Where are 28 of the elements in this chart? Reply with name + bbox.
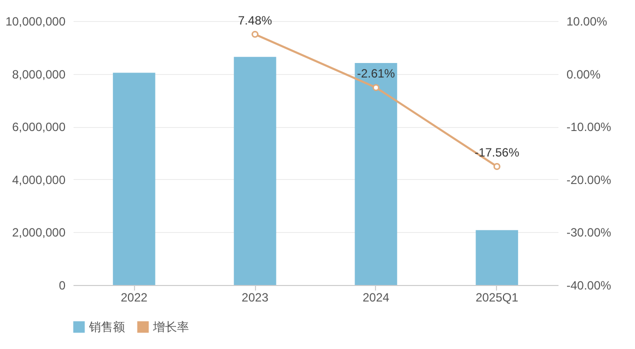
x-tick-label: 2022 <box>120 290 148 304</box>
y-tick-label: 10,000,000 <box>5 14 66 28</box>
y2-tick-label: -10.00% <box>566 120 612 134</box>
bar <box>112 72 156 285</box>
y-tick-label: 8,000,000 <box>12 67 66 82</box>
y-tick-label: 2,000,000 <box>12 226 66 240</box>
bar <box>476 230 518 285</box>
data-label: 7.48% <box>238 13 272 28</box>
legend-label: 增长率 <box>152 320 189 334</box>
bar <box>354 62 398 285</box>
x-tick-label: 2025Q1 <box>476 290 519 304</box>
y-tick-label: 4,000,000 <box>12 172 66 187</box>
y2-tick-label: -30.00% <box>566 226 612 240</box>
x-tick-label: 2024 <box>362 290 390 304</box>
y2-tick-label: 10.00% <box>566 14 608 28</box>
y-tick-label: 6,000,000 <box>12 120 66 134</box>
y2-tick-label: -40.00% <box>566 278 612 292</box>
bar <box>234 56 276 285</box>
y-tick-label: 0 <box>58 278 66 292</box>
data-label: -2.61% <box>356 66 396 81</box>
y2-tick-label: -20.00% <box>566 172 612 187</box>
legend-label: 销售额 <box>88 320 125 334</box>
x-tick-label: 2023 <box>242 290 269 304</box>
data-label: -17.56% <box>474 146 520 160</box>
y2-tick-label: 0.00% <box>566 67 601 82</box>
point <box>252 30 259 38</box>
point <box>372 84 380 92</box>
point <box>493 163 500 170</box>
